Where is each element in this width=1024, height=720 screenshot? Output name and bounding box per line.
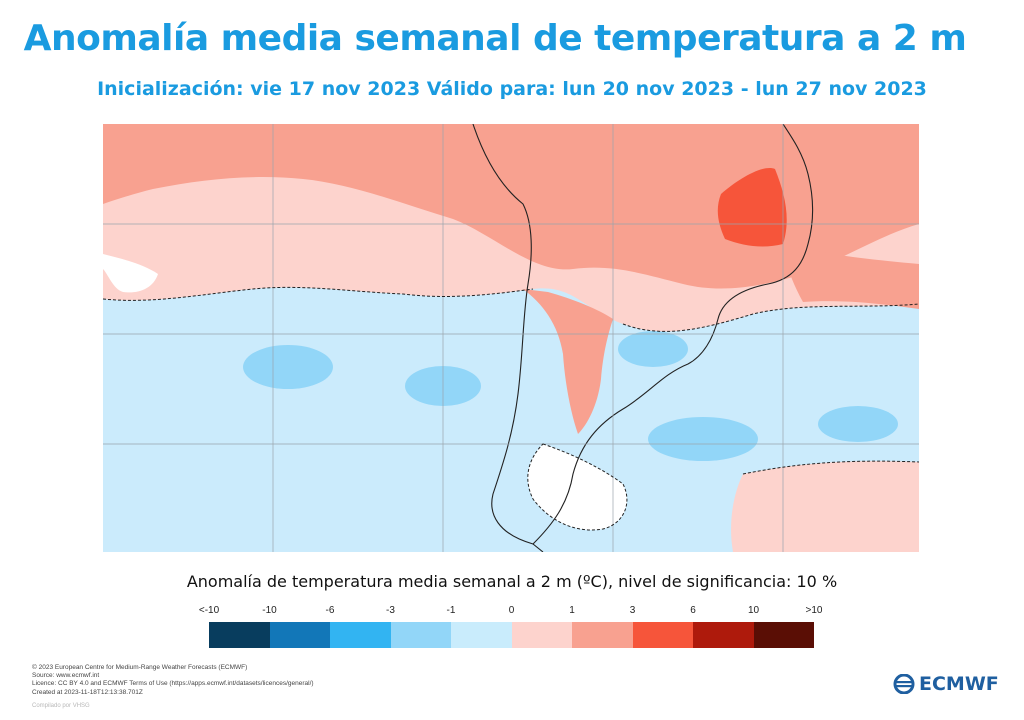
neutral-area bbox=[527, 444, 627, 530]
neutral-area-southeast bbox=[731, 461, 919, 552]
hot-anomaly-area bbox=[717, 168, 787, 247]
significance-contour bbox=[103, 286, 919, 531]
warm-anomaly-area-east bbox=[783, 244, 919, 309]
legend-tick-label: 10 bbox=[747, 605, 760, 616]
color-scale-bar bbox=[209, 622, 814, 648]
coastline bbox=[472, 124, 544, 552]
coastline-east bbox=[532, 124, 814, 545]
color-scale-segment bbox=[451, 622, 512, 648]
color-scale-segment bbox=[632, 622, 693, 648]
compiled-by: Compilado por VHSG bbox=[32, 703, 90, 709]
credits: © 2023 European Centre for Medium-Range … bbox=[32, 664, 314, 697]
color-scale-segment bbox=[390, 622, 451, 648]
legend-tick-label: >10 bbox=[805, 605, 823, 616]
credit-line: Source: www.ecmwf.int bbox=[32, 672, 100, 680]
cold-blob bbox=[243, 345, 333, 389]
anomaly-map bbox=[103, 124, 919, 552]
credit-line: Licence: CC BY 4.0 and ECMWF Terms of Us… bbox=[32, 680, 314, 688]
warm-tongue-area bbox=[523, 289, 613, 434]
page-title: Anomalía media semanal de temperatura a … bbox=[23, 18, 967, 59]
ecmwf-logo-text: ECMWF bbox=[919, 673, 999, 695]
legend-title: Anomalía de temperatura media semanal a … bbox=[186, 572, 838, 591]
color-scale-segment bbox=[572, 622, 633, 648]
color-scale-segment bbox=[269, 622, 330, 648]
legend-tick-label: 1 bbox=[569, 605, 575, 616]
cold-blob bbox=[818, 406, 898, 442]
legend-tick-label: -10 bbox=[262, 605, 277, 616]
color-scale-segment bbox=[330, 622, 391, 648]
legend-labels: <-10 -10 -6 -3 -1 0 1 3 6 10 >10 bbox=[180, 605, 840, 619]
legend-tick-label: -1 bbox=[446, 605, 456, 616]
color-scale-segment bbox=[693, 622, 754, 648]
ecmwf-logo: ECMWF bbox=[892, 673, 999, 695]
ecmwf-logo-icon bbox=[893, 674, 915, 694]
legend-tick-label: -3 bbox=[386, 605, 395, 616]
warm-anomaly-area bbox=[103, 124, 919, 289]
legend-tick-label: -6 bbox=[325, 605, 335, 616]
page-subtitle: Inicialización: vie 17 nov 2023 Válido p… bbox=[97, 78, 927, 100]
cold-blob bbox=[648, 417, 758, 461]
map-grid bbox=[103, 124, 919, 552]
legend-tick-label: 3 bbox=[629, 605, 636, 616]
credit-line: Created at 2023-11-18T12:13:38.701Z bbox=[32, 688, 143, 696]
neutral-area-west bbox=[103, 254, 158, 293]
credit-line: © 2023 European Centre for Medium-Range … bbox=[32, 664, 248, 671]
color-scale-segment bbox=[209, 622, 270, 648]
cold-blob bbox=[618, 331, 688, 367]
color-scale-segment bbox=[753, 622, 814, 648]
color-scale-segment bbox=[511, 622, 572, 648]
legend-tick-label: <-10 bbox=[198, 605, 220, 616]
legend-tick-label: 6 bbox=[690, 605, 696, 616]
legend-tick-label: 0 bbox=[508, 605, 515, 616]
